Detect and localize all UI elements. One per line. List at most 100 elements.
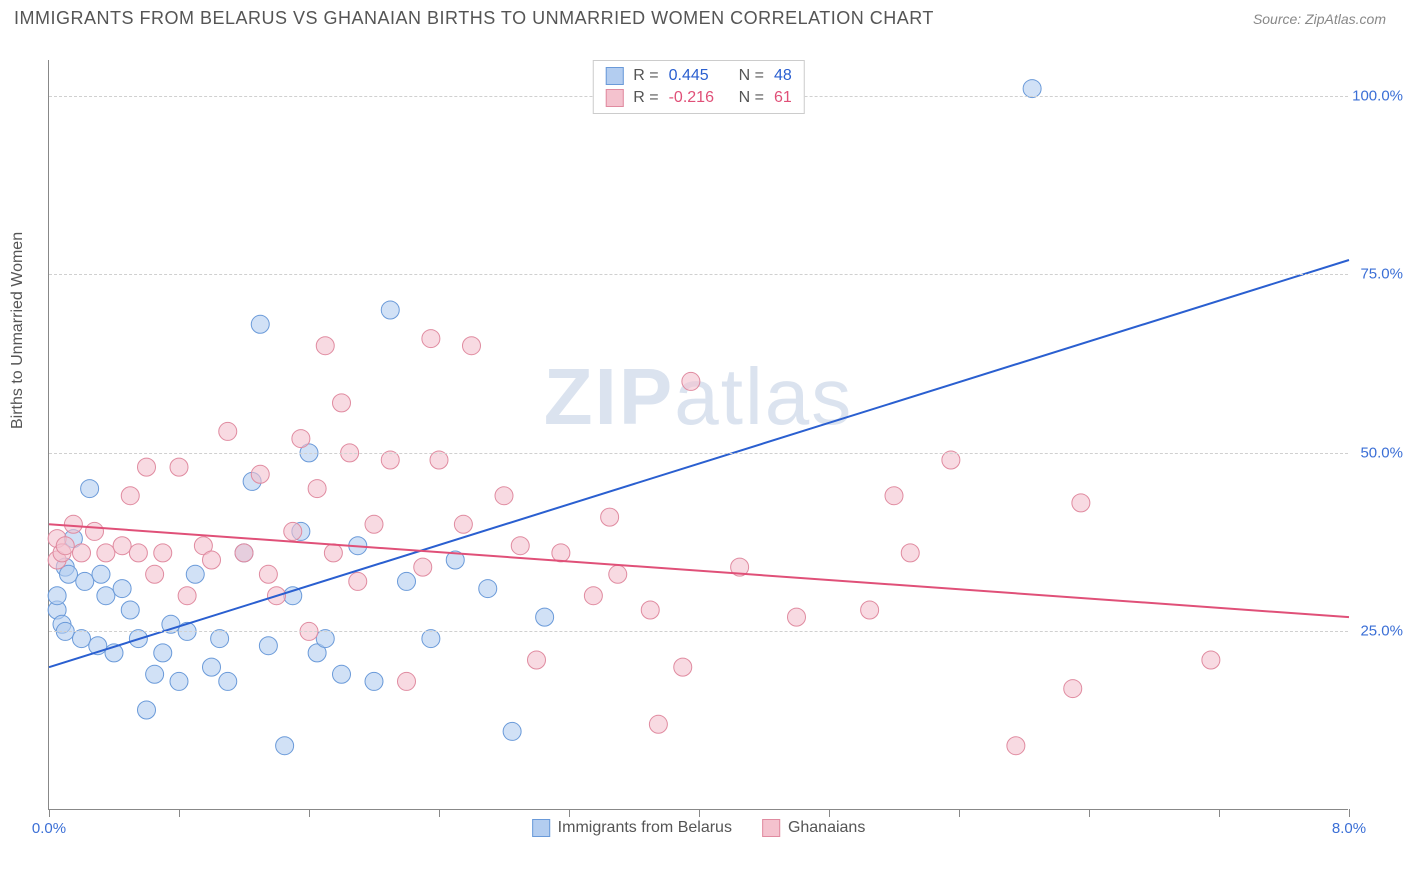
data-point-ghanaians <box>113 537 131 555</box>
x-tick <box>569 809 570 817</box>
data-point-ghanaians <box>601 508 619 526</box>
data-point-belarus <box>92 565 110 583</box>
data-point-ghanaians <box>316 337 334 355</box>
x-tick <box>1089 809 1090 817</box>
data-point-ghanaians <box>170 458 188 476</box>
data-point-ghanaians <box>454 515 472 533</box>
data-point-belarus <box>479 580 497 598</box>
chart-title: IMMIGRANTS FROM BELARUS VS GHANAIAN BIRT… <box>14 8 934 29</box>
x-tick-label: 8.0% <box>1332 820 1366 837</box>
data-point-belarus <box>170 672 188 690</box>
data-point-ghanaians <box>1202 651 1220 669</box>
y-tick-label: 50.0% <box>1360 444 1403 461</box>
data-point-belarus <box>503 722 521 740</box>
data-point-ghanaians <box>511 537 529 555</box>
data-point-belarus <box>536 608 554 626</box>
data-point-ghanaians <box>178 587 196 605</box>
y-tick-label: 25.0% <box>1360 623 1403 640</box>
data-point-ghanaians <box>349 572 367 590</box>
legend-swatch <box>605 67 623 85</box>
data-point-ghanaians <box>1007 737 1025 755</box>
gridline <box>49 453 1348 454</box>
legend-stat-row-ghanaians: R =-0.216N =61 <box>605 87 791 109</box>
x-tick <box>699 809 700 817</box>
x-tick-label: 0.0% <box>32 820 66 837</box>
data-point-ghanaians <box>682 372 700 390</box>
data-point-ghanaians <box>64 515 82 533</box>
data-point-ghanaians <box>251 465 269 483</box>
legend-stat-row-belarus: R =0.445N =48 <box>605 65 791 87</box>
legend-swatch <box>532 819 550 837</box>
gridline <box>49 631 1348 632</box>
source-prefix: Source: <box>1253 11 1305 27</box>
data-point-ghanaians <box>308 480 326 498</box>
data-point-ghanaians <box>73 544 91 562</box>
legend-label: Ghanaians <box>788 819 865 837</box>
data-point-ghanaians <box>463 337 481 355</box>
trendline-belarus <box>49 260 1349 667</box>
data-point-belarus <box>121 601 139 619</box>
legend-r-label: R = <box>633 67 658 85</box>
data-point-ghanaians <box>584 587 602 605</box>
data-point-ghanaians <box>333 394 351 412</box>
data-point-ghanaians <box>138 458 156 476</box>
data-point-ghanaians <box>861 601 879 619</box>
data-point-ghanaians <box>121 487 139 505</box>
data-point-ghanaians <box>422 330 440 348</box>
data-point-ghanaians <box>1064 680 1082 698</box>
data-point-belarus <box>381 301 399 319</box>
legend-item-belarus: Immigrants from Belarus <box>532 819 732 837</box>
legend-n-label: N = <box>739 89 764 107</box>
data-point-ghanaians <box>284 522 302 540</box>
y-tick-label: 75.0% <box>1360 266 1403 283</box>
data-point-ghanaians <box>398 672 416 690</box>
y-axis-label: Births to Unmarried Women <box>9 232 27 429</box>
gridline <box>49 274 1348 275</box>
trendline-ghanaians <box>49 524 1349 617</box>
data-point-ghanaians <box>203 551 221 569</box>
data-point-ghanaians <box>365 515 383 533</box>
data-point-ghanaians <box>324 544 342 562</box>
data-point-belarus <box>186 565 204 583</box>
data-point-ghanaians <box>86 522 104 540</box>
x-tick <box>829 809 830 817</box>
data-point-ghanaians <box>528 651 546 669</box>
data-point-ghanaians <box>235 544 253 562</box>
plot-svg <box>49 60 1348 809</box>
legend-n-label: N = <box>739 67 764 85</box>
data-point-belarus <box>276 737 294 755</box>
data-point-belarus <box>154 644 172 662</box>
data-point-belarus <box>138 701 156 719</box>
x-tick <box>179 809 180 817</box>
data-point-ghanaians <box>219 422 237 440</box>
x-tick <box>1219 809 1220 817</box>
data-point-belarus <box>259 637 277 655</box>
data-point-ghanaians <box>1072 494 1090 512</box>
data-point-ghanaians <box>641 601 659 619</box>
data-point-belarus <box>251 315 269 333</box>
data-point-belarus <box>113 580 131 598</box>
data-point-belarus <box>203 658 221 676</box>
data-point-ghanaians <box>56 537 74 555</box>
data-point-ghanaians <box>788 608 806 626</box>
x-tick <box>49 809 50 817</box>
data-point-ghanaians <box>154 544 172 562</box>
legend-n-value: 48 <box>774 67 792 85</box>
data-point-ghanaians <box>97 544 115 562</box>
data-point-ghanaians <box>129 544 147 562</box>
correlation-legend: R =0.445N =48R =-0.216N =61 <box>592 60 804 114</box>
x-tick <box>1349 809 1350 817</box>
data-point-belarus <box>365 672 383 690</box>
data-point-ghanaians <box>259 565 277 583</box>
data-point-ghanaians <box>649 715 667 733</box>
legend-swatch <box>762 819 780 837</box>
data-point-ghanaians <box>901 544 919 562</box>
y-tick-label: 100.0% <box>1352 87 1403 104</box>
legend-n-value: 61 <box>774 89 792 107</box>
data-point-ghanaians <box>674 658 692 676</box>
data-point-ghanaians <box>146 565 164 583</box>
legend-r-value: -0.216 <box>669 89 729 107</box>
source-attribution: Source: ZipAtlas.com <box>1253 11 1386 27</box>
legend-item-ghanaians: Ghanaians <box>762 819 865 837</box>
data-point-belarus <box>48 587 66 605</box>
